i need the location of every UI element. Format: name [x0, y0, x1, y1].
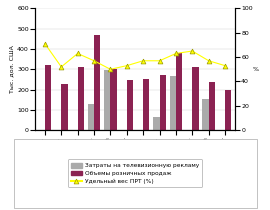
- Bar: [94, 35, 100, 130]
- Bar: [176, 53, 182, 130]
- Legend: Затраты на телевизионную рекламу, Объемы розничных продаж, Удельный вес ПРТ (%): Затраты на телевизионную рекламу, Объемы…: [68, 159, 202, 187]
- Bar: [209, 83, 215, 130]
- Bar: [110, 69, 117, 130]
- Bar: [45, 65, 51, 130]
- Y-axis label: Тыс. дол. США: Тыс. дол. США: [9, 45, 14, 93]
- Bar: [170, 76, 176, 130]
- Y-axis label: %: %: [252, 67, 259, 72]
- Bar: [153, 117, 160, 130]
- Bar: [104, 70, 110, 130]
- Bar: [78, 67, 84, 130]
- Bar: [127, 80, 133, 130]
- Bar: [143, 79, 149, 130]
- Bar: [88, 104, 94, 130]
- FancyBboxPatch shape: [14, 139, 256, 208]
- Bar: [225, 90, 231, 130]
- Bar: [202, 99, 209, 130]
- Bar: [61, 84, 68, 130]
- Bar: [160, 75, 166, 130]
- Bar: [192, 67, 198, 130]
